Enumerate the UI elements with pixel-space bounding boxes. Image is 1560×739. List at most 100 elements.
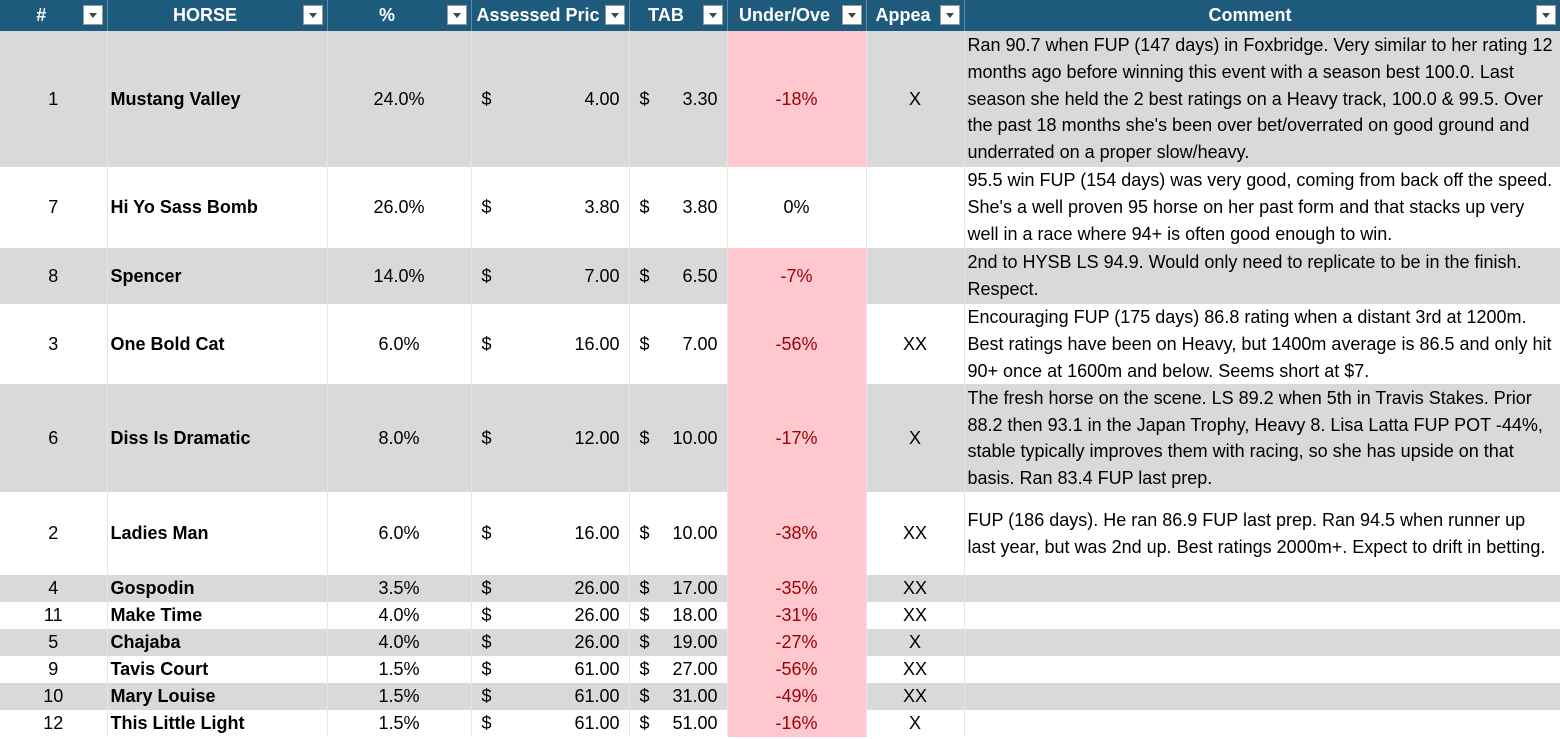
currency-symbol: $ <box>481 632 492 653</box>
assessed-price-cell: $7.00 <box>471 248 630 304</box>
table-row: 3 One Bold Cat 6.0% $16.00 $7.00 -56% XX Encour… <box>0 304 1560 385</box>
filter-button[interactable] <box>939 5 960 25</box>
tab-price-cell: $17.00 <box>629 575 728 603</box>
horse: Ladies Man <box>107 492 328 576</box>
appearance: XX <box>866 575 965 603</box>
currency-symbol: $ <box>639 605 650 626</box>
comment: Ran 90.7 when FUP (147 days) in Foxbridg… <box>964 31 1560 167</box>
column-header: Assessed Pric <box>471 0 630 31</box>
appearance: X <box>866 629 965 657</box>
filter-button[interactable] <box>1535 5 1556 25</box>
currency-symbol: $ <box>639 197 650 218</box>
currency-symbol: $ <box>481 427 492 448</box>
tab-price: 51.00 <box>672 713 718 734</box>
tab-price-cell: $3.80 <box>629 167 728 248</box>
number: 9 <box>0 656 108 684</box>
under-over: -7% <box>727 248 867 304</box>
currency-symbol: $ <box>639 686 650 707</box>
table-row: 6 Diss Is Dramatic 8.0% $12.00 $10.00 -17% X Th… <box>0 384 1560 493</box>
filter-button[interactable] <box>841 5 862 25</box>
comment <box>964 656 1560 684</box>
header-text: TAB <box>648 5 684 25</box>
tab-price: 3.80 <box>682 197 718 218</box>
tab-price-cell: $10.00 <box>629 492 728 576</box>
tab-price-cell: $6.50 <box>629 248 728 304</box>
table-row: 4 Gospodin 3.5% $26.00 $17.00 -35% XX <box>0 575 1560 603</box>
tab-price: 17.00 <box>672 578 718 599</box>
horse: Spencer <box>107 248 328 304</box>
header-text: Comment <box>1208 5 1292 25</box>
assessed-price: 3.80 <box>584 197 620 218</box>
assessed-price: 12.00 <box>574 427 620 448</box>
header-text: % <box>378 5 395 25</box>
percent: 3.5% <box>327 575 472 603</box>
number: 11 <box>0 602 108 630</box>
appearance: XX <box>866 304 965 385</box>
tab-price-cell: $7.00 <box>629 304 728 385</box>
number: 4 <box>0 575 108 603</box>
column-header: # <box>0 0 108 31</box>
currency-symbol: $ <box>639 632 650 653</box>
comment: 95.5 win FUP (154 days) was very good, c… <box>964 167 1560 248</box>
assessed-price-cell: $61.00 <box>471 710 630 738</box>
header-text: Assessed Pric <box>476 5 600 25</box>
assessed-price: 16.00 <box>574 333 620 354</box>
tab-price-cell: $18.00 <box>629 602 728 630</box>
table-row: 8 Spencer 14.0% $7.00 $6.50 -7% 2nd to HYSB LS… <box>0 248 1560 304</box>
header-text: # <box>36 5 47 25</box>
assessed-price: 4.00 <box>584 88 620 109</box>
horse: This Little Light <box>107 710 328 738</box>
column-header: Under/Ove <box>727 0 867 31</box>
assessed-price-cell: $61.00 <box>471 656 630 684</box>
percent: 24.0% <box>327 31 472 167</box>
assessed-price-cell: $61.00 <box>471 683 630 711</box>
column-header: TAB <box>629 0 728 31</box>
tab-price-cell: $27.00 <box>629 656 728 684</box>
appearance <box>866 167 965 248</box>
tab-price: 3.30 <box>682 88 718 109</box>
comment: 2nd to HYSB LS 94.9. Would only need to … <box>964 248 1560 304</box>
filter-button[interactable] <box>302 5 323 25</box>
percent: 1.5% <box>327 710 472 738</box>
table-body: 1 Mustang Valley 24.0% $4.00 $3.30 -18% X Ran 9… <box>0 31 1560 738</box>
assessed-price: 26.00 <box>574 605 620 626</box>
horse: Gospodin <box>107 575 328 603</box>
header-text: Appea <box>875 5 931 25</box>
tab-price: 10.00 <box>672 523 718 544</box>
under-over: -56% <box>727 656 867 684</box>
number: 3 <box>0 304 108 385</box>
currency-symbol: $ <box>481 686 492 707</box>
horse: Tavis Court <box>107 656 328 684</box>
currency-symbol: $ <box>481 523 492 544</box>
currency-symbol: $ <box>639 659 650 680</box>
table-row: 12 This Little Light 1.5% $61.00 $51.00 -16% X <box>0 710 1560 738</box>
appearance <box>866 248 965 304</box>
tab-price: 19.00 <box>672 632 718 653</box>
assessed-price-cell: $16.00 <box>471 492 630 576</box>
tab-price: 18.00 <box>672 605 718 626</box>
assessed-price: 7.00 <box>584 265 620 286</box>
assessed-price: 61.00 <box>574 713 620 734</box>
horse: Chajaba <box>107 629 328 657</box>
filter-button[interactable] <box>702 5 723 25</box>
number: 1 <box>0 31 108 167</box>
filter-button[interactable] <box>446 5 467 25</box>
currency-symbol: $ <box>639 578 650 599</box>
comment <box>964 629 1560 657</box>
appearance: XX <box>866 683 965 711</box>
currency-symbol: $ <box>639 523 650 544</box>
under-over: -35% <box>727 575 867 603</box>
assessed-price: 26.00 <box>574 578 620 599</box>
table-row: 5 Chajaba 4.0% $26.00 $19.00 -27% X <box>0 629 1560 657</box>
assessed-price-cell: $12.00 <box>471 384 630 493</box>
filter-button[interactable] <box>604 5 625 25</box>
table-row: 1 Mustang Valley 24.0% $4.00 $3.30 -18% X Ran 9… <box>0 31 1560 167</box>
filter-button[interactable] <box>82 5 103 25</box>
currency-symbol: $ <box>639 713 650 734</box>
assessed-price: 16.00 <box>574 523 620 544</box>
percent: 4.0% <box>327 629 472 657</box>
comment <box>964 575 1560 603</box>
under-over: -27% <box>727 629 867 657</box>
column-header: HORSE <box>107 0 328 31</box>
